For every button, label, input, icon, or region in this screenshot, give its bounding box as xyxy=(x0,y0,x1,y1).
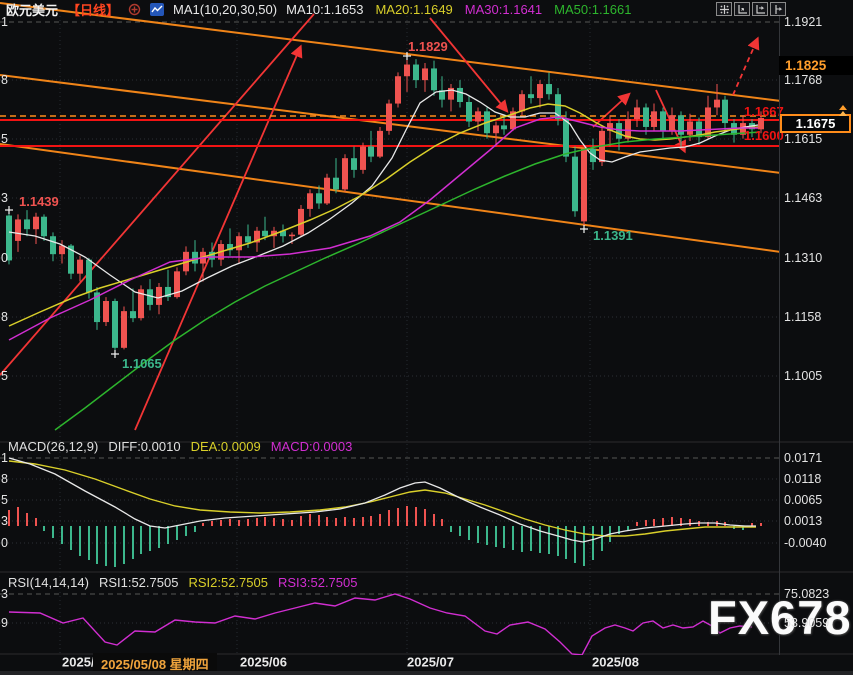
macd-axis-label: -0.0040 xyxy=(784,536,827,550)
left-axis-digit-macd: 8 xyxy=(1,472,8,486)
rsi-axis-label: 75.0823 xyxy=(784,587,830,601)
left-axis-digit-main: 3 xyxy=(1,191,8,205)
macd-title[interactable]: MACD(26,12,9) xyxy=(8,439,99,454)
macd-dea-value: DEA:0.0009 xyxy=(190,439,261,454)
indicator-chart-icon[interactable] xyxy=(150,2,165,16)
left-axis-digit-main: 0 xyxy=(1,251,8,265)
rsi-panel xyxy=(8,593,753,655)
time-shift-icon[interactable] xyxy=(770,2,786,16)
ma-config-label[interactable]: MA1(10,20,30,50) xyxy=(173,1,278,17)
main-price-panel xyxy=(0,2,779,431)
left-axis-digit-main: 5 xyxy=(1,132,8,146)
ma-value-label: MA10:1.1653 xyxy=(286,1,364,17)
price-axis-label: 1.1005 xyxy=(784,369,823,383)
macd-axis-label: 0.0065 xyxy=(784,493,823,507)
price-axis-label: 1.1463 xyxy=(784,191,823,205)
left-axis-digit-rsi: 9 xyxy=(1,616,8,630)
fx678-watermark: FX678 xyxy=(708,591,852,644)
price-annotation: 1.1439 xyxy=(19,194,59,209)
price-marker-icon[interactable] xyxy=(836,105,850,123)
date-axis-label: 2025/08 xyxy=(592,654,639,670)
macd-panel-header: MACD(26,12,9) DIFF:0.0010 DEA:0.0009 MAC… xyxy=(8,439,352,454)
price-annotation: 1.1065 xyxy=(122,356,162,371)
chart-header: 欧元美元 【日线】 MA1(10,20,30,50) MA10:1.1653 MA… xyxy=(6,1,631,18)
left-axis-digit-macd: 1 xyxy=(1,451,8,465)
axis-scale-right-icon[interactable] xyxy=(752,2,768,16)
price-axis-label: 1.1310 xyxy=(784,251,823,265)
price-axis-label: 1.1921 xyxy=(784,15,823,29)
price-annotation: 1.1667 xyxy=(744,104,784,119)
ma20-line xyxy=(8,103,759,327)
price-axis-label: 1.1768 xyxy=(784,73,823,87)
macd-axis-label: 0.0171 xyxy=(784,451,823,465)
price-annotation: 1.1600 xyxy=(744,128,784,143)
pan-tool-icon[interactable] xyxy=(716,2,732,16)
left-axis-digit-main: 8 xyxy=(1,73,8,87)
bottom-scrollbar[interactable] xyxy=(0,671,853,675)
macd-axis-label: 0.0118 xyxy=(784,472,822,486)
last-price-label[interactable]: 1.1675 xyxy=(780,114,851,133)
timeframe-selector[interactable]: 【日线】 xyxy=(67,2,120,18)
left-axis-digit-macd: 5 xyxy=(1,493,8,507)
rsi-line xyxy=(8,593,753,655)
rsi2-value: RSI2:52.7505 xyxy=(188,575,268,590)
left-axis-digit-main: 1 xyxy=(1,15,8,29)
left-axis-digit-macd: 3 xyxy=(1,514,8,528)
macd-diff-value: DIFF:0.0010 xyxy=(108,439,181,454)
candlestick-series xyxy=(6,57,764,357)
chart-toolbar xyxy=(716,2,786,16)
left-axis-digit-rsi: 3 xyxy=(1,587,8,601)
dea-line xyxy=(8,460,756,537)
rsi-title[interactable]: RSI(14,14,14) xyxy=(8,575,89,590)
axis-separator xyxy=(779,14,780,655)
price-annotation: 1.1391 xyxy=(593,228,633,243)
rsi-axis-label: 53.9059 xyxy=(784,616,830,630)
symbol-name[interactable]: 欧元美元 xyxy=(6,2,59,18)
price-annotation: 1.1829 xyxy=(408,39,448,54)
ma10-line xyxy=(8,89,759,299)
axis-scale-left-icon[interactable] xyxy=(734,2,750,16)
diff-line xyxy=(8,457,756,543)
date-axis-label: 2025/07 xyxy=(407,654,454,670)
ma-value-label: MA50:1.1661 xyxy=(554,1,632,17)
price-axis-label: 1.1158 xyxy=(784,310,822,324)
macd-panel xyxy=(8,457,762,567)
macd-macd-value: MACD:0.0003 xyxy=(270,439,353,454)
ma-value-label: MA20:1.1649 xyxy=(375,1,453,17)
ma50-line xyxy=(54,131,761,431)
ma-values-row: MA10:1.1653 MA20:1.1649 MA30:1.1641 MA50:1.… xyxy=(286,2,631,17)
left-axis-digit-main: 5 xyxy=(1,369,8,383)
ma-value-label: MA30:1.1641 xyxy=(464,1,543,17)
left-axis-digit-macd: 0 xyxy=(1,536,8,550)
date-axis-label: 2025/06 xyxy=(240,654,287,670)
rsi1-value: RSI1:52.7505 xyxy=(98,575,179,590)
macd-axis-label: 0.0013 xyxy=(784,514,823,528)
add-symbol-icon[interactable] xyxy=(128,3,141,16)
rsi3-value: RSI3:52.7505 xyxy=(277,575,358,590)
rsi-panel-header: RSI(14,14,14) RSI1:52.7505 RSI2:52.7505 … xyxy=(8,575,357,590)
crosshair-date-label: 2025/05/08 星期四 xyxy=(93,653,217,672)
price-alert-label[interactable]: 1.1825 xyxy=(779,56,853,75)
price-axis-label: 1.1615 xyxy=(784,132,823,146)
ma30-line xyxy=(8,116,758,341)
left-axis-digit-main: 8 xyxy=(1,310,8,324)
